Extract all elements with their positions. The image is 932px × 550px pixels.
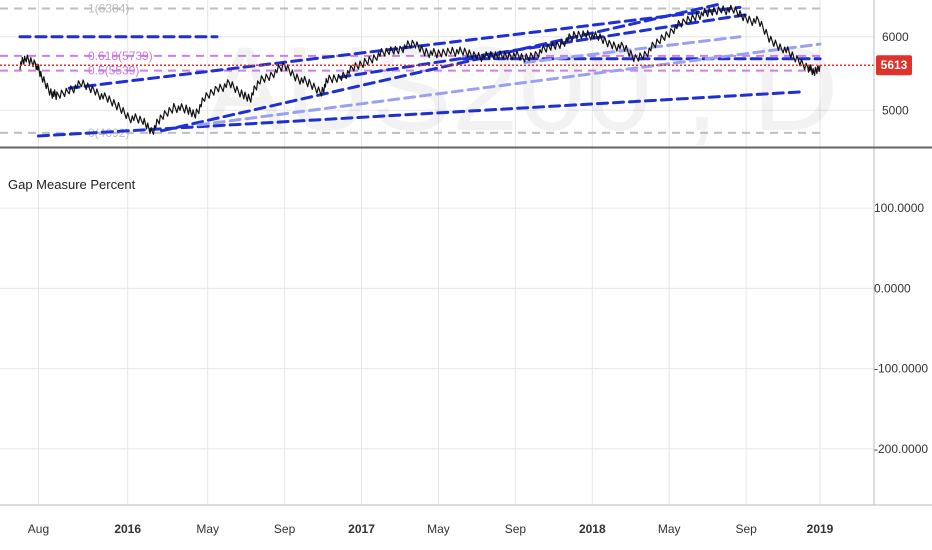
last-price-badge-label: 5613 [881,58,908,72]
time-axis-label: 2017 [348,522,375,536]
indicator-axis-label: -200.0000 [874,442,928,456]
fib-level-label: 1(6384) [88,2,129,16]
price-axis-label: 6000 [882,30,909,44]
fib-level-label: 0.618(5739) [88,49,153,63]
time-axis-label: May [658,522,681,536]
time-axis-label: Sep [735,522,757,536]
time-axis-label: 2019 [807,522,834,536]
price-axis-labels[interactable]: 6000 5000 [882,30,909,118]
last-price-badge: 5613 [876,55,912,76]
time-axis-label: Sep [274,522,296,536]
indicator-grid [0,148,874,505]
indicator-axis-label: -100.0000 [874,362,928,376]
time-axis-label: 2018 [579,522,606,536]
time-axis-labels[interactable]: Aug 2016 May Sep 2017 May Sep 2018 May Sep 2019 [28,522,834,536]
price-series [19,4,821,135]
symbol-watermark: AUS200 , D [205,22,839,156]
time-axis-label: 2016 [114,522,141,536]
indicator-axis-label: 0.0000 [874,281,911,295]
fibonacci-levels: 1(6384)0.618(5739)0.5(5539)0(4692) [0,2,820,140]
price-grid [0,0,874,147]
time-axis-label: May [196,522,219,536]
trend-line [338,13,748,79]
fib-level-label: 0.5(5539) [88,64,139,78]
trend-line [160,2,724,133]
trend-line [196,42,822,127]
time-axis-label: Aug [28,522,49,536]
price-axis-label: 5000 [882,103,909,117]
time-axis-label: Sep [505,522,527,536]
last-price-badge-bg [876,55,912,76]
indicator-title: Gap Measure Percent [8,177,136,192]
trend-line [523,35,742,64]
indicator-axis-labels[interactable]: 100.0000 0.0000 -100.0000 -200.0000 [874,201,928,456]
time-axis-label: May [427,522,450,536]
price-line [19,4,821,135]
indicator-axis-label: 100.0000 [874,201,924,215]
